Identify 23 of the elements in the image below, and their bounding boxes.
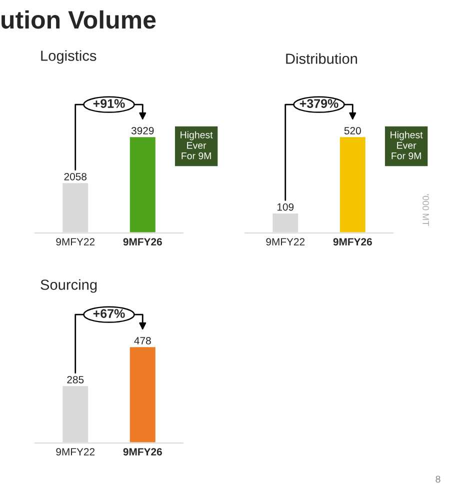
text: '000 MT bbox=[422, 194, 429, 226]
text: +67% bbox=[93, 309, 125, 318]
data-label: 285 bbox=[67, 376, 84, 384]
x-tick-label: 9MFY26 bbox=[333, 238, 372, 246]
annotation: Highest Ever For 9M bbox=[180, 131, 213, 160]
text: +91% bbox=[93, 99, 125, 108]
text: 8 bbox=[436, 476, 440, 483]
chart-title: Distribution bbox=[286, 53, 357, 64]
x-tick-label: 9MFY22 bbox=[266, 238, 305, 246]
x-tick-label: 9MFY22 bbox=[56, 238, 95, 246]
data-label: 520 bbox=[344, 127, 361, 134]
x-tick-label: 9MFY22 bbox=[56, 448, 95, 456]
text: +379% bbox=[300, 99, 338, 108]
chart-title: Sourcing bbox=[40, 279, 97, 293]
data-label: 109 bbox=[277, 203, 294, 211]
annotation: Highest Ever For 9M bbox=[390, 131, 423, 160]
data-label: 2058 bbox=[64, 172, 86, 180]
data-label: 3929 bbox=[131, 127, 154, 134]
chart-title: Logistics bbox=[41, 50, 96, 64]
text: ution Volume bbox=[2, 10, 156, 29]
x-tick-label: 9MFY26 bbox=[123, 238, 162, 246]
x-tick-label: 9MFY26 bbox=[123, 448, 162, 456]
data-label: 478 bbox=[134, 337, 151, 344]
